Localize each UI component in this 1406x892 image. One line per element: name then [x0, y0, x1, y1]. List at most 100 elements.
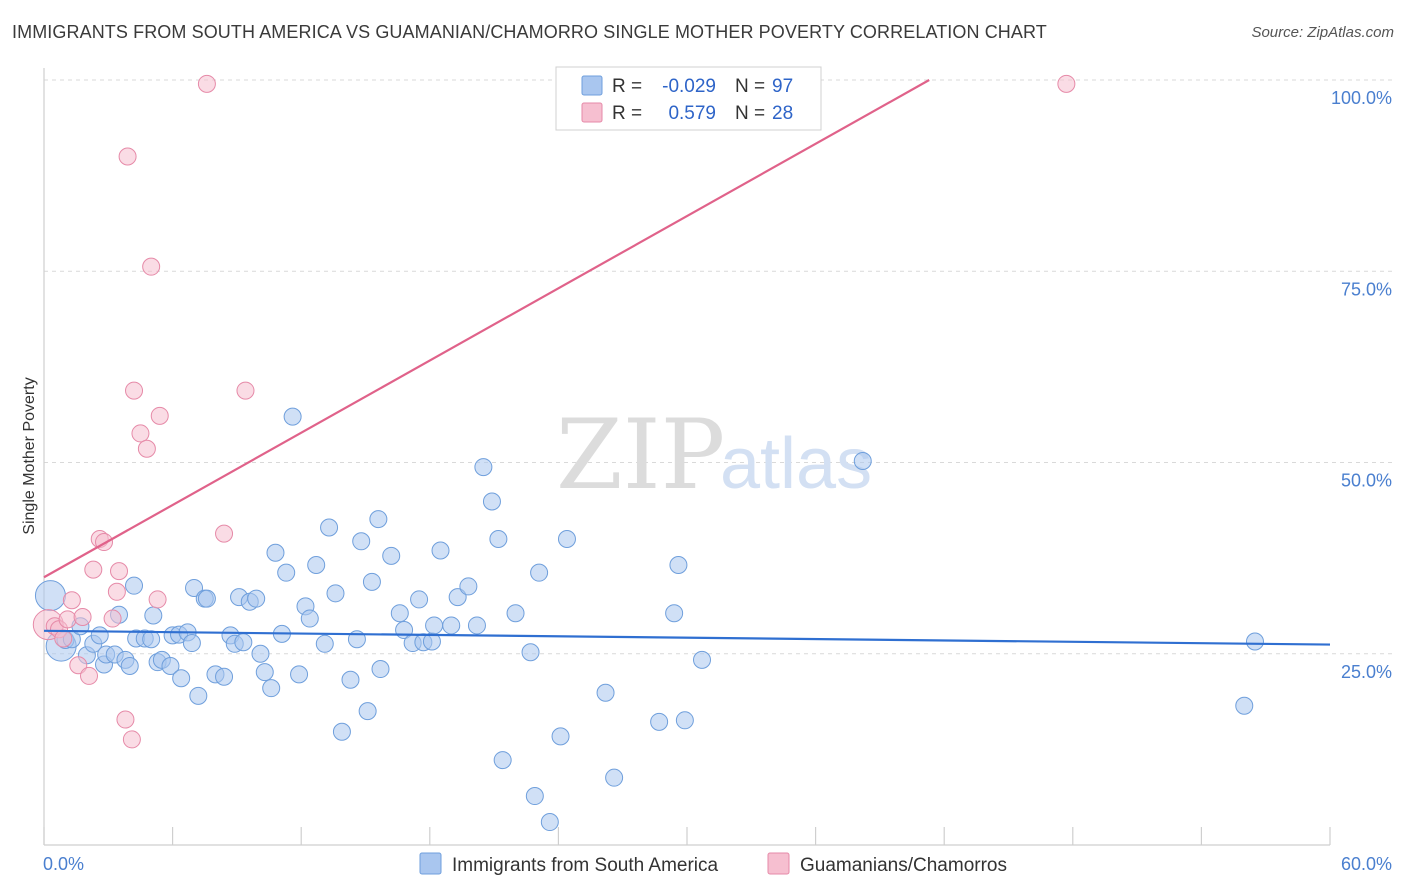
pink-point-22	[148, 590, 167, 609]
watermark-zip: ZIP	[556, 399, 725, 511]
blue-point-44	[277, 563, 296, 582]
pink-point-13	[107, 582, 126, 601]
blue-point-53	[332, 722, 351, 741]
legend-r-label-blue: R =	[612, 76, 642, 97]
x-tick-min: 0.0%	[43, 854, 84, 874]
blue-point-58	[362, 572, 381, 591]
blue-point-90	[675, 711, 694, 730]
blue-point-49	[307, 556, 326, 575]
pink-point-5	[62, 591, 81, 610]
blue-point-27	[185, 578, 204, 597]
chart-title: IMMIGRANTS FROM SOUTH AMERICA VS GUAMANI…	[12, 22, 1047, 42]
blue-point-70	[442, 616, 461, 635]
blue-point-77	[493, 751, 512, 770]
blue-point-28	[189, 686, 208, 705]
data-points	[32, 74, 1264, 832]
blue-point-80	[525, 787, 544, 806]
blue-point-54	[341, 670, 360, 689]
blue-point-75	[482, 492, 501, 511]
blue-point-94	[1245, 632, 1264, 651]
blue-point-87	[650, 712, 669, 731]
blue-point-45	[283, 407, 302, 426]
pink-point-8	[80, 666, 99, 685]
pink-point-26	[236, 381, 255, 400]
blue-point-81	[530, 563, 549, 582]
blue-point-51	[320, 518, 339, 537]
pink-point-7	[73, 608, 92, 627]
legend-n-value-pink: 28	[772, 103, 793, 124]
blue-point-50	[315, 634, 334, 653]
trend-lines	[43, 79, 1331, 646]
pink-point-4	[58, 610, 77, 629]
blue-point-21	[161, 656, 180, 675]
blue-point-72	[459, 577, 478, 596]
legend-r-value-pink: 0.579	[668, 103, 716, 124]
legend-r-label-pink: R =	[612, 103, 642, 124]
blue-point-40	[255, 663, 274, 682]
pink-point-3	[54, 629, 73, 648]
blue-point-62	[390, 604, 409, 623]
blue-point-89	[669, 556, 688, 575]
y-tick-labels: 25.0% 50.0% 75.0% 100.0%	[1331, 88, 1392, 682]
pink-point-16	[118, 147, 137, 166]
x-tick-max: 60.0%	[1341, 854, 1392, 874]
pink-point-24	[197, 74, 216, 93]
pink-point-23	[150, 406, 169, 425]
blue-point-61	[382, 546, 401, 565]
legend-n-label-blue: N =	[735, 76, 765, 97]
watermark-atlas: atlas	[720, 424, 872, 504]
blue-point-88	[665, 604, 684, 623]
bottom-legend-label-pink: Guamanians/Chamorros	[800, 855, 1007, 876]
legend-n-label-pink: N =	[735, 103, 765, 124]
bottom-legend-swatch-blue	[419, 852, 442, 875]
pink-point-20	[137, 439, 156, 458]
pink-point-15	[116, 710, 135, 729]
blue-point-36	[234, 633, 253, 652]
blue-point-42	[266, 543, 285, 562]
blue-point-74	[474, 458, 493, 477]
blue-point-71	[448, 588, 467, 607]
legend-swatch-pink	[581, 102, 603, 123]
blue-point-65	[410, 590, 429, 609]
gridlines	[44, 79, 1392, 655]
blue-point-86	[605, 768, 624, 787]
source-label: Source: ZipAtlas.com	[1251, 24, 1394, 41]
legend-r-value-blue: -0.029	[662, 76, 716, 97]
blue-point-32	[215, 667, 234, 686]
blue-point-41	[262, 679, 281, 698]
blue-point-39	[251, 644, 270, 663]
blue-point-91	[693, 650, 712, 669]
blue-point-69	[431, 541, 450, 560]
blue-point-85	[596, 683, 615, 702]
y-tick-label-1: 50.0%	[1341, 471, 1392, 491]
pink-point-12	[103, 609, 122, 628]
bottom-legend-swatch-pink	[767, 852, 790, 875]
blue-point-13	[120, 656, 139, 675]
bottom-legend: Immigrants from South America Guamanians…	[419, 852, 1007, 876]
pink-trend-line	[43, 79, 930, 579]
blue-point-60	[371, 660, 390, 679]
watermark: ZIP atlas	[556, 399, 872, 511]
blue-point-52	[326, 584, 345, 603]
pink-point-19	[131, 424, 150, 443]
blue-point-38	[247, 589, 266, 608]
axes	[43, 68, 1331, 846]
legend-swatch-blue	[581, 75, 603, 96]
blue-point-26	[182, 634, 201, 653]
blue-point-83	[551, 727, 570, 746]
y-tick-label-3: 100.0%	[1331, 88, 1392, 108]
y-tick-label-2: 75.0%	[1341, 279, 1392, 299]
blue-point-59	[369, 510, 388, 529]
legend-box: R = -0.029 N = 97 R = 0.579 N = 28	[555, 66, 822, 131]
blue-point-92	[853, 451, 872, 470]
pink-point-17	[122, 730, 141, 749]
bottom-legend-label-blue: Immigrants from South America	[452, 855, 719, 876]
blue-point-7	[90, 626, 109, 645]
blue-point-0	[34, 580, 66, 612]
y-axis-label: Single Mother Poverty	[21, 377, 38, 534]
legend-n-value-blue: 97	[772, 76, 793, 97]
blue-point-93	[1235, 696, 1254, 715]
pink-point-14	[110, 562, 129, 581]
blue-point-46	[290, 665, 309, 684]
